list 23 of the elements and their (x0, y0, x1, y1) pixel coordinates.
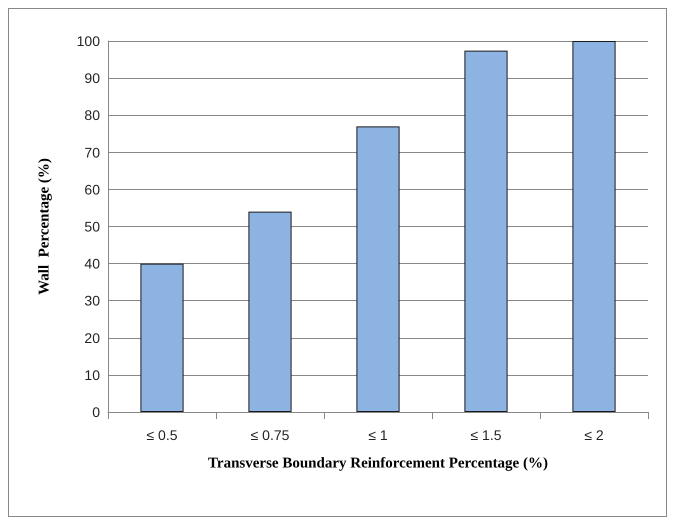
x-tick-label: ≤ 0.5 (146, 427, 178, 443)
x-axis-title: Transverse Boundary Reinforcement Percentage (%) (208, 456, 548, 472)
y-tick-label: 50 (84, 218, 100, 234)
y-tick-label: 90 (84, 70, 100, 86)
bar (356, 126, 400, 412)
bar (572, 41, 616, 412)
y-tick-label: 0 (92, 404, 100, 420)
bar (248, 212, 292, 412)
y-tick-label: 80 (84, 107, 100, 124)
y-tick-label: 100 (76, 33, 100, 49)
y-tick-label: 20 (84, 330, 100, 346)
bar (140, 264, 184, 412)
bar (464, 50, 508, 412)
x-tick-label: ≤ 2 (584, 427, 604, 443)
y-tick-label: 10 (84, 366, 100, 383)
y-tick-label: 60 (84, 181, 100, 198)
x-tick-label: ≤ 1 (368, 427, 388, 443)
x-tick-label: ≤ 1.5 (470, 427, 502, 443)
y-tick-label: 70 (84, 144, 100, 160)
y-tick-label: 30 (84, 292, 100, 309)
x-tick-label: ≤ 0.75 (250, 427, 290, 443)
y-tick-label: 40 (84, 256, 100, 272)
y-axis-title: Wall Percentage (%) (36, 158, 52, 295)
